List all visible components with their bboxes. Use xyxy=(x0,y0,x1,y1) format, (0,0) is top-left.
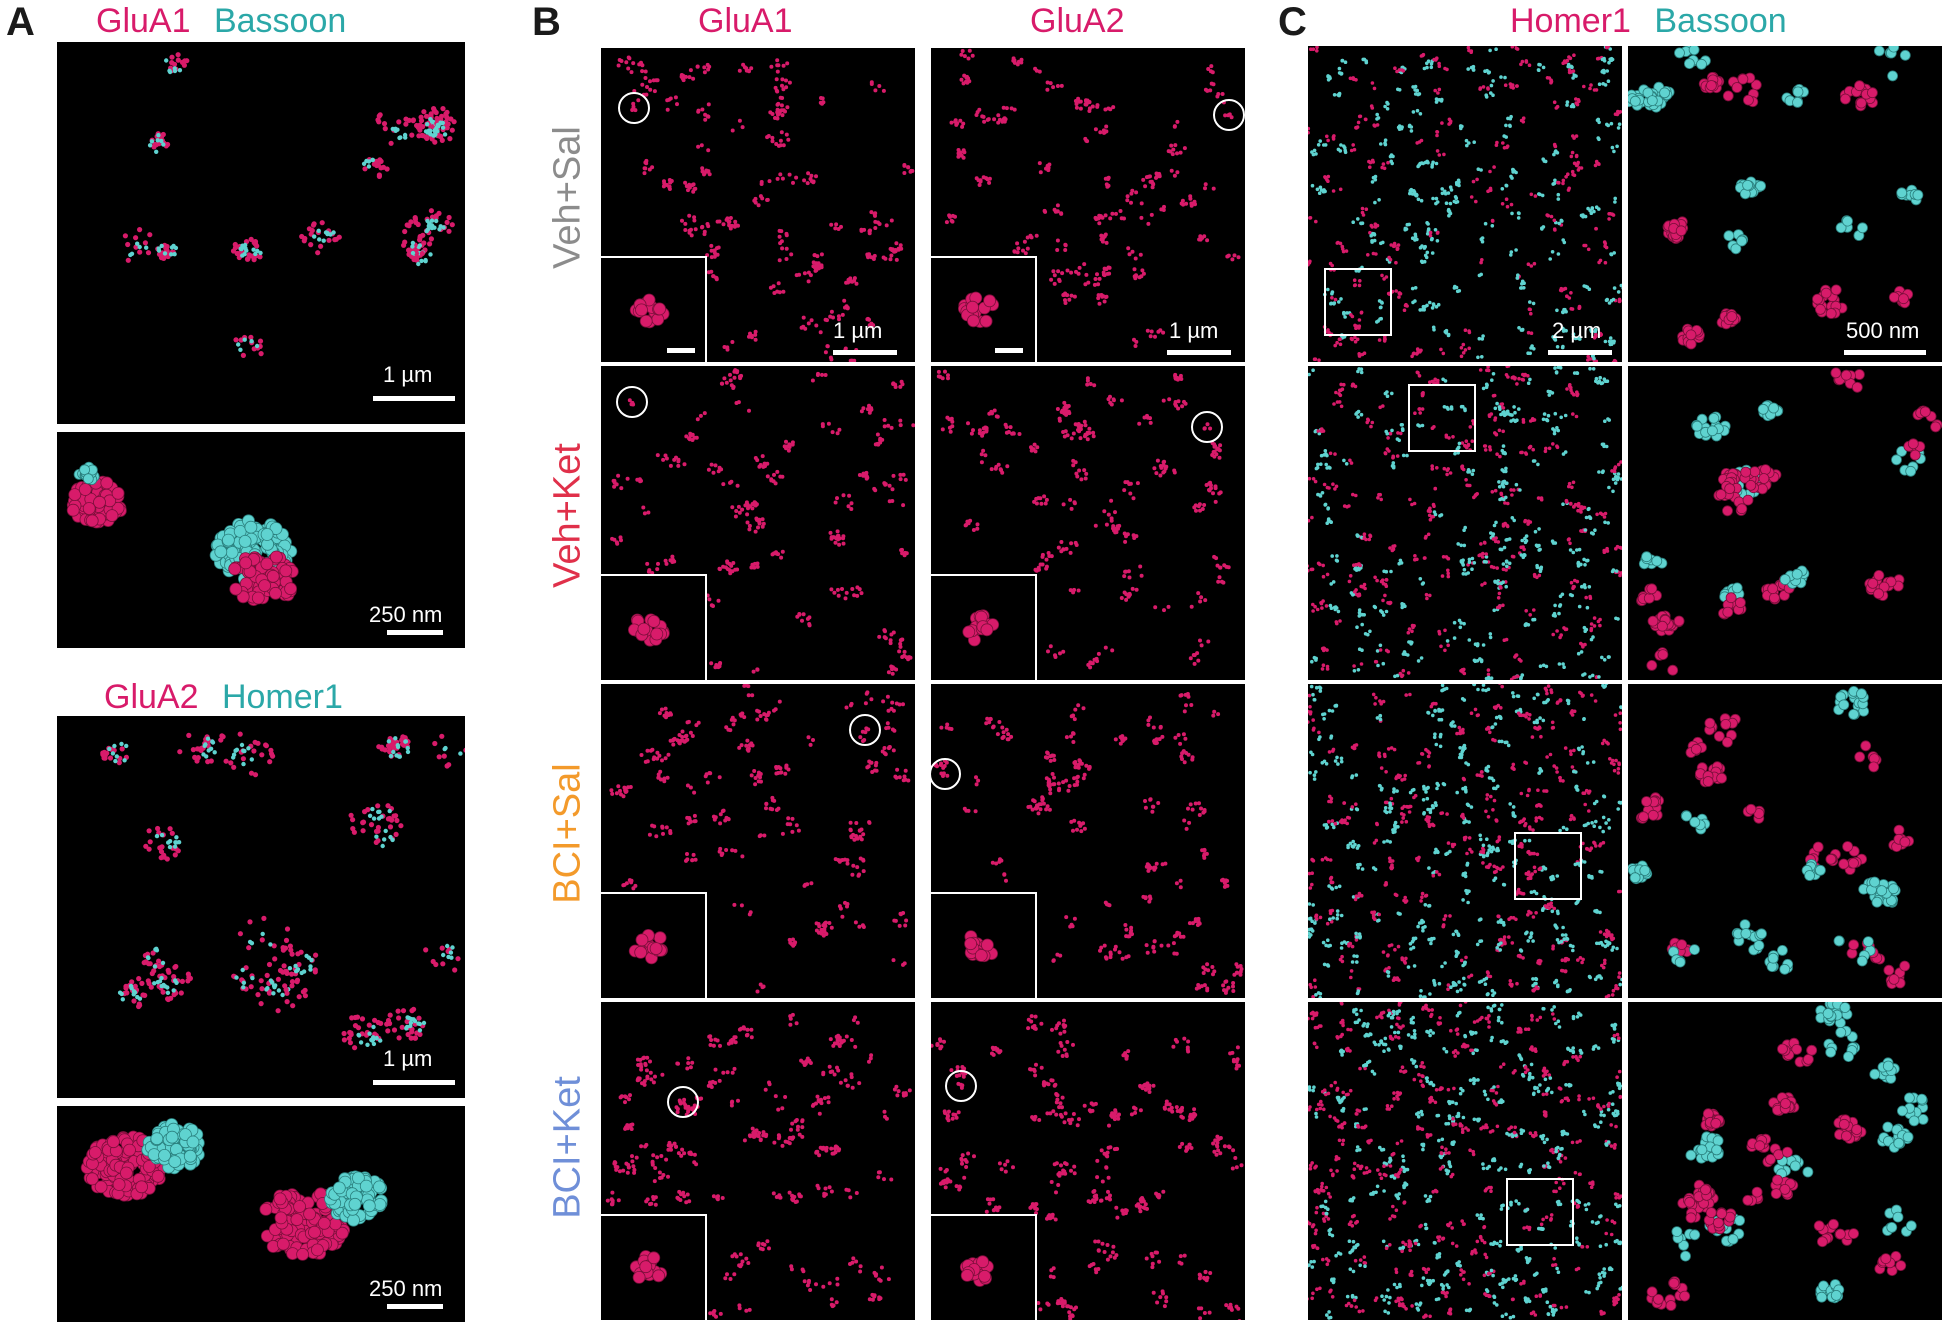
c-r1-scale-label: 2 µm xyxy=(1552,318,1602,343)
b-r2c1-inset-dots xyxy=(628,613,670,647)
c-r1-zoom-scale-label: 500 nm xyxy=(1846,318,1920,343)
panel-a-bottom-header: GluA2 Homer1 xyxy=(104,678,343,717)
header-homer1-c: Homer1 xyxy=(1510,2,1631,40)
b-veh-ket-glua2 xyxy=(931,366,1245,680)
c-r2-roi-box xyxy=(1408,384,1476,452)
b-r1c2-dots xyxy=(944,48,1245,348)
a-overview-1-dots xyxy=(122,52,457,358)
a-zoom-2-scalebar xyxy=(387,1304,443,1309)
b-r4c2-inset-dots xyxy=(959,1255,994,1287)
c-row1-zoom: 500 nm xyxy=(1628,46,1942,362)
c-r1-roi-box xyxy=(1324,268,1392,336)
c-row4-overview xyxy=(1308,1002,1622,1320)
a-glua1-bassoon-overview: 1 µm xyxy=(57,42,465,424)
panel-c-header: Homer1 Bassoon xyxy=(1510,2,1787,41)
b-r3c2-inset-dots xyxy=(964,930,998,963)
c-r2-zoom-dots xyxy=(1636,367,1942,676)
a-glua2-homer1-overview: 1 µm xyxy=(57,716,465,1098)
b-bci-ket-glua2 xyxy=(931,1002,1245,1320)
b-bci-sal-glua1 xyxy=(601,684,915,998)
panel-label-a: A xyxy=(6,0,35,44)
b-r3c2-inset xyxy=(931,892,1037,998)
b-r2c2-inset xyxy=(931,574,1037,680)
a-glua1-bassoon-zoom: 250 nm xyxy=(57,432,465,648)
c-row3-zoom xyxy=(1628,684,1942,998)
a-glua2-homer1-zoom: 250 nm xyxy=(57,1106,465,1322)
panel-label-c: C xyxy=(1278,0,1307,44)
b-r4c2-dots xyxy=(931,1014,1244,1320)
c-row3-overview xyxy=(1308,684,1622,998)
b-r4c1-inset-dots xyxy=(629,1250,668,1284)
b-r3c1-inset-dots xyxy=(628,929,668,965)
a-zoom-2-scale-label: 250 nm xyxy=(369,1276,443,1301)
b-row-label-bci-sal: BCI+Sal xyxy=(546,763,589,904)
a-zoom-1-dots xyxy=(66,461,299,607)
b-r1c1-inset-dots xyxy=(629,293,670,329)
c-r4-overview-dots xyxy=(1308,1002,1622,1320)
b-r1c2-inset xyxy=(931,256,1037,362)
b-r1c1-scalebar xyxy=(833,350,897,355)
c-r1-overview-dots xyxy=(1308,46,1622,362)
a-zoom-2-dots xyxy=(80,1118,388,1261)
header-glua1: GluA1 xyxy=(96,2,191,40)
c-r3-zoom-dots xyxy=(1628,686,1915,990)
c-r4-zoom-dots xyxy=(1646,1002,1929,1311)
b-r2c2-dots xyxy=(936,369,1231,670)
c-row2-zoom xyxy=(1628,366,1942,680)
a-zoom-1-scale-label: 250 nm xyxy=(369,602,443,627)
c-row1-overview: 2 µm xyxy=(1308,46,1622,362)
c-r1-scalebar xyxy=(1548,350,1612,355)
b-row-label-veh-ket: Veh+Ket xyxy=(546,443,589,588)
b-r3c1-dots xyxy=(609,684,911,994)
b-r2c1-dots xyxy=(610,368,915,676)
a-overview-1-scale-label: 1 µm xyxy=(383,362,433,387)
b-r2c1-inset xyxy=(601,574,707,680)
b-r4c2-inset xyxy=(931,1214,1037,1320)
b-r1c2-inset-dots xyxy=(958,291,999,328)
c-r4-roi-box xyxy=(1506,1178,1574,1246)
b-veh-ket-glua1 xyxy=(601,366,915,680)
b-r2c2-inset-dots xyxy=(962,609,1000,647)
a-overview-2-scale-label: 1 µm xyxy=(383,1046,433,1071)
header-glua2: GluA2 xyxy=(104,678,199,716)
c-r2-overview-dots xyxy=(1308,366,1622,680)
panel-a-top-header: GluA1 Bassoon xyxy=(96,2,346,41)
c-row4-zoom xyxy=(1628,1002,1942,1320)
a-overview-2-scalebar xyxy=(373,1080,455,1085)
c-r1-zoom-scalebar xyxy=(1844,350,1926,355)
b-r3c2-dots xyxy=(931,692,1244,995)
c-row2-overview xyxy=(1308,366,1622,680)
a-overview-1-scalebar xyxy=(373,396,455,401)
header-bassoon: Bassoon xyxy=(213,2,347,40)
b-r1c1-inset-scalebar xyxy=(667,348,695,353)
b-row-label-bci-ket: BCI+Ket xyxy=(546,1076,589,1219)
b-r4c1-dots xyxy=(605,1012,912,1319)
b-veh-sal-glua1: 1 µm xyxy=(601,48,915,362)
b-r1c1-scale-label: 1 µm xyxy=(833,318,883,343)
b-r1c2-scalebar xyxy=(1167,350,1231,355)
panel-label-b: B xyxy=(532,0,561,44)
b-r4c1-inset xyxy=(601,1214,707,1320)
c-r3-roi-box xyxy=(1514,832,1582,900)
a-zoom-1-scalebar xyxy=(387,630,443,635)
b-r1c2-scale-label: 1 µm xyxy=(1169,318,1219,343)
b-col-header-glua1: GluA1 xyxy=(698,2,793,40)
b-bci-ket-glua1 xyxy=(601,1002,915,1320)
b-veh-sal-glua2: 1 µm xyxy=(931,48,1245,362)
b-r1c1-inset xyxy=(601,256,707,362)
b-r3c1-inset xyxy=(601,892,707,998)
b-bci-sal-glua2 xyxy=(931,684,1245,998)
c-r1-zoom-dots xyxy=(1628,46,1924,350)
c-r3-overview-dots xyxy=(1308,684,1622,998)
header-bassoon-c: Bassoon xyxy=(1654,2,1787,40)
b-r1c1-dots xyxy=(616,55,915,362)
b-r1c2-inset-scalebar xyxy=(995,348,1023,353)
b-col-header-glua2: GluA2 xyxy=(1030,2,1125,40)
b-row-label-veh-sal: Veh+Sal xyxy=(546,126,589,269)
a-overview-2-dots xyxy=(100,731,465,1051)
header-homer1: Homer1 xyxy=(221,678,343,716)
